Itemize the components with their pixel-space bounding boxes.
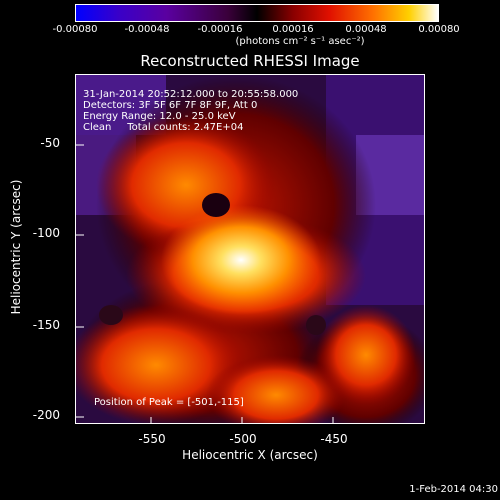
colorbar-units: (photons cm⁻² s⁻¹ asec⁻²) — [235, 36, 365, 47]
y-tick: -100 — [32, 226, 60, 240]
colorbar-tick: -0.00080 — [52, 24, 98, 35]
x-axis-label: Heliocentric X (arcsec) — [182, 448, 318, 462]
energy-range: Energy Range: 12.0 - 25.0 keV — [83, 111, 236, 122]
x-tick: -450 — [320, 432, 348, 446]
clean-counts: Clean Total counts: 2.47E+04 — [83, 122, 244, 133]
colorbar-tick: 0.00016 — [272, 24, 314, 35]
detectors: Detectors: 3F 5F 6F 7F 8F 9F, Att 0 — [83, 100, 258, 111]
colorbar-tick: -0.00048 — [124, 24, 170, 35]
image-title: Reconstructed RHESSI Image — [140, 52, 360, 70]
y-tick: -150 — [32, 318, 60, 332]
rhessi-image-plot: 31-Jan-2014 20:52:12.000 to 20:55:58.000… — [75, 74, 425, 424]
time-range: 31-Jan-2014 20:52:12.000 to 20:55:58.000 — [83, 89, 299, 100]
colorbar-tick: 0.00048 — [345, 24, 387, 35]
colorbar — [75, 4, 439, 22]
peak-position: Position of Peak = [-501,-115] — [94, 397, 244, 408]
y-tick: -50 — [40, 136, 60, 150]
colorbar-tick: -0.00016 — [197, 24, 243, 35]
footer-date: 1-Feb-2014 04:30 — [409, 484, 498, 495]
colorbar-tick: 0.00080 — [418, 24, 460, 35]
x-tick: -550 — [138, 432, 166, 446]
y-tick: -200 — [32, 408, 60, 422]
flux-map — [76, 75, 424, 423]
x-tick: -500 — [229, 432, 257, 446]
y-axis-label: Heliocentric Y (arcsec) — [9, 179, 23, 315]
